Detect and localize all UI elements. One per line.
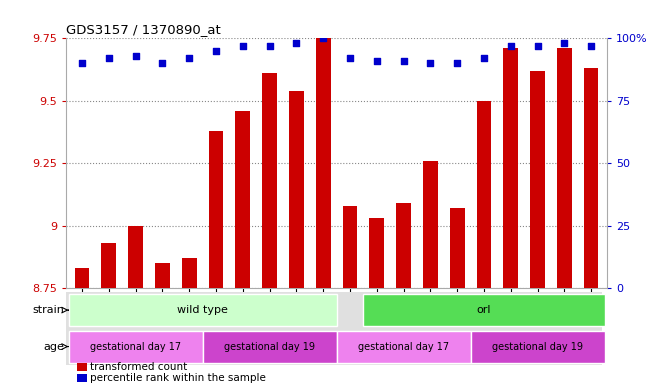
Bar <box>182 258 197 288</box>
Bar <box>69 331 203 363</box>
Bar <box>203 331 337 363</box>
Point <box>291 40 302 46</box>
Text: strain: strain <box>33 305 65 315</box>
Bar <box>583 68 599 288</box>
Text: GDS3157 / 1370890_at: GDS3157 / 1370890_at <box>66 23 220 36</box>
Text: gestational day 17: gestational day 17 <box>90 341 182 352</box>
Bar <box>75 268 90 288</box>
Point <box>131 53 141 59</box>
Text: age: age <box>44 341 65 352</box>
Bar <box>530 71 545 288</box>
Point <box>318 35 329 41</box>
Bar <box>102 243 116 288</box>
Bar <box>471 331 605 363</box>
Bar <box>236 111 250 288</box>
Bar <box>450 208 465 288</box>
Text: transformed count: transformed count <box>90 362 187 372</box>
Point <box>372 58 382 64</box>
Bar <box>209 131 223 288</box>
Text: wild type: wild type <box>177 305 228 315</box>
Point <box>532 43 543 49</box>
Point <box>77 60 87 66</box>
Bar <box>337 331 471 363</box>
Text: gestational day 19: gestational day 19 <box>492 341 583 352</box>
Point <box>452 60 463 66</box>
Bar <box>289 91 304 288</box>
Point <box>506 43 516 49</box>
Point <box>184 55 195 61</box>
Point <box>211 48 221 54</box>
Bar <box>262 73 277 288</box>
Bar <box>77 362 86 371</box>
Bar <box>77 374 86 382</box>
Bar <box>370 218 384 288</box>
Point <box>265 43 275 49</box>
Point <box>559 40 570 46</box>
Point <box>104 55 114 61</box>
Point <box>238 43 248 49</box>
Text: orl: orl <box>477 305 491 315</box>
Point <box>345 55 355 61</box>
Bar <box>155 263 170 288</box>
Text: gestational day 17: gestational day 17 <box>358 341 449 352</box>
Point <box>425 60 436 66</box>
Bar <box>504 48 518 288</box>
Bar <box>423 161 438 288</box>
Text: gestational day 19: gestational day 19 <box>224 341 315 352</box>
Point <box>586 43 597 49</box>
Point <box>478 55 489 61</box>
Bar <box>69 295 337 326</box>
Text: percentile rank within the sample: percentile rank within the sample <box>90 373 266 383</box>
Bar <box>128 226 143 288</box>
Bar <box>477 101 491 288</box>
Bar <box>396 203 411 288</box>
Point <box>398 58 409 64</box>
Bar <box>316 38 331 288</box>
Bar <box>364 295 605 326</box>
Bar <box>557 48 572 288</box>
Point <box>157 60 168 66</box>
Bar <box>343 206 357 288</box>
